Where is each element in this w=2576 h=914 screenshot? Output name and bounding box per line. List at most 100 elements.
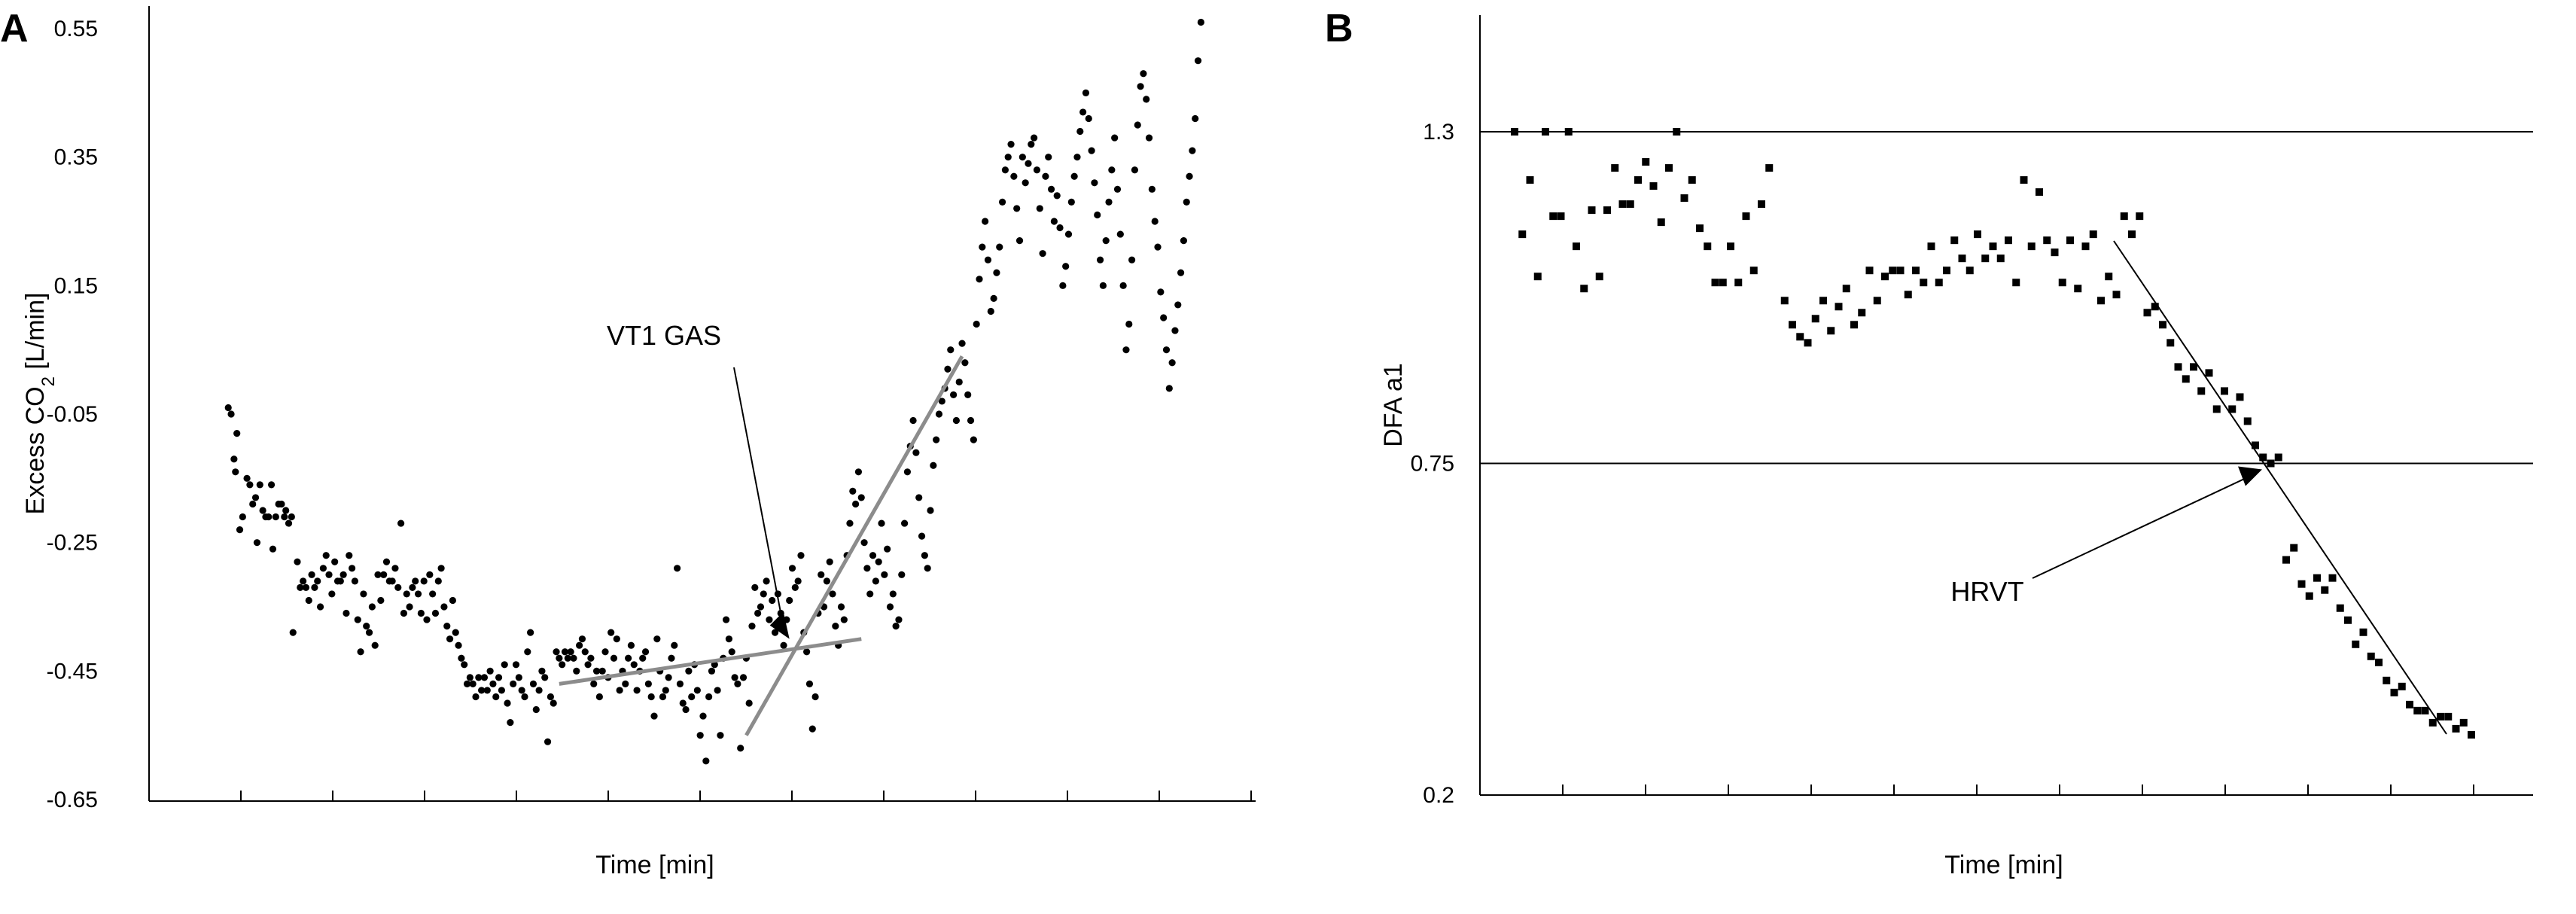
data-point <box>808 725 816 733</box>
data-point <box>322 552 330 559</box>
data-point <box>1143 96 1150 103</box>
data-point <box>1734 279 1743 287</box>
data-point <box>811 693 819 701</box>
data-point <box>1122 346 1130 354</box>
data-point <box>613 635 620 643</box>
data-point <box>903 468 912 476</box>
data-point <box>837 603 845 611</box>
data-point <box>771 629 779 636</box>
data-point <box>590 680 598 688</box>
data-point <box>1001 166 1009 174</box>
data-point <box>2058 279 2066 287</box>
data-point <box>2120 212 2128 221</box>
data-point <box>1758 200 1765 209</box>
data-point <box>1031 134 1038 142</box>
data-point <box>1533 273 1542 281</box>
data-point <box>382 558 391 565</box>
data-point <box>1186 172 1193 180</box>
data-point <box>267 481 276 489</box>
data-point <box>380 571 388 578</box>
data-point <box>294 558 301 565</box>
data-point <box>1958 254 1966 263</box>
data-point <box>414 590 422 598</box>
data-point <box>898 571 906 578</box>
data-point <box>1981 254 1990 263</box>
data-point <box>2151 303 2159 311</box>
data-point <box>647 693 655 701</box>
data-point <box>760 590 767 598</box>
data-point <box>1850 321 1858 329</box>
data-point <box>2043 236 2051 245</box>
data-point <box>573 667 580 675</box>
data-point <box>595 693 603 701</box>
data-point <box>1076 127 1084 136</box>
data-point <box>510 680 517 688</box>
panel-b-x-ticks <box>1562 785 2474 795</box>
panel-a-points <box>224 18 1204 765</box>
data-point <box>466 674 473 681</box>
data-point <box>2174 363 2182 371</box>
data-point <box>349 565 356 572</box>
y-tick-label: 1.3 <box>1423 120 1454 145</box>
data-point <box>1099 282 1107 289</box>
data-point <box>2406 700 2413 708</box>
data-point <box>311 583 318 592</box>
data-point <box>1603 206 1611 215</box>
data-point <box>1039 250 1046 257</box>
data-point <box>403 590 410 598</box>
data-point <box>987 307 994 315</box>
data-point <box>933 436 940 443</box>
data-point <box>1611 164 1619 172</box>
data-point <box>285 519 293 527</box>
data-point <box>412 577 419 585</box>
data-point <box>840 616 848 623</box>
data-point <box>2444 712 2453 721</box>
data-point <box>1580 285 1588 293</box>
data-point <box>227 410 235 418</box>
data-point <box>1642 158 1650 166</box>
data-point <box>1557 212 1565 221</box>
data-point <box>1819 297 1827 305</box>
panel-b-letter: B <box>1325 7 1353 50</box>
data-point <box>944 365 952 373</box>
data-point <box>1626 200 1634 209</box>
data-point <box>346 552 353 559</box>
data-point <box>1549 212 1557 221</box>
data-point <box>728 648 735 656</box>
data-point <box>272 513 279 521</box>
data-point <box>325 571 333 578</box>
data-point <box>714 687 721 694</box>
data-point <box>567 648 574 656</box>
data-point <box>2459 718 2468 727</box>
data-point <box>507 719 514 727</box>
data-point <box>1588 206 1596 215</box>
data-point <box>1719 279 1727 287</box>
data-point <box>538 667 546 675</box>
y-tick-label: -0.45 <box>47 659 98 684</box>
data-point <box>688 693 696 701</box>
data-point <box>622 680 629 688</box>
data-point <box>1168 359 1176 367</box>
data-point <box>2468 730 2475 739</box>
data-point <box>2097 297 2105 305</box>
data-point <box>423 616 431 623</box>
data-point <box>1858 309 1866 317</box>
data-point <box>400 609 408 617</box>
data-point <box>889 590 897 598</box>
y-tick-label: 0.75 <box>1411 452 1454 477</box>
data-point <box>832 623 839 630</box>
data-point <box>475 674 483 681</box>
data-point <box>249 500 257 508</box>
data-point <box>2205 369 2213 377</box>
data-point <box>256 481 263 489</box>
data-point <box>627 641 635 649</box>
data-point <box>1904 291 1912 299</box>
data-point <box>2143 309 2151 317</box>
data-point <box>452 629 459 636</box>
data-point <box>955 378 963 385</box>
data-point <box>561 648 569 656</box>
data-point <box>1015 237 1024 245</box>
data-point <box>2305 592 2313 600</box>
data-point <box>1045 154 1052 161</box>
data-point <box>521 693 528 701</box>
